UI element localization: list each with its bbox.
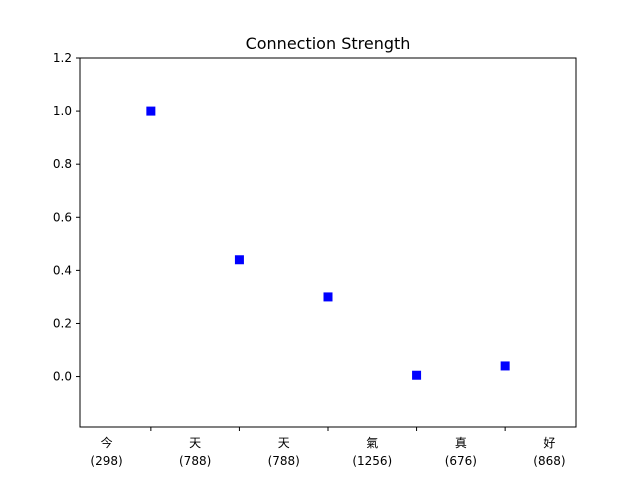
y-tick-label: 0.8 — [53, 157, 72, 171]
y-tick-label: 0.6 — [53, 210, 72, 224]
data-point — [146, 106, 156, 116]
x-tick-label: 氣 — [366, 436, 378, 450]
x-tick-label: 真 — [455, 436, 467, 450]
y-tick-label: 0.4 — [53, 263, 72, 277]
x-axis: 今 (298) 天 (788) 天 (788) 氣 (1256) 真 (676) 好 (868) — [90, 427, 566, 468]
x-tick-label: (868) — [533, 454, 565, 468]
y-tick-label: 0.2 — [53, 316, 72, 330]
x-tick-label: 今 — [101, 435, 113, 450]
x-tick-label: (298) — [90, 454, 122, 468]
plot-frame — [79, 57, 577, 428]
x-tick-label: (676) — [445, 454, 477, 468]
x-tick-label: 天 — [189, 436, 201, 450]
x-tick-label: (1256) — [352, 454, 392, 468]
data-points — [146, 106, 510, 380]
chart-title: Connection Strength — [246, 34, 411, 53]
y-tick-label: 1.0 — [53, 104, 72, 118]
data-point — [500, 361, 510, 371]
data-point — [323, 292, 333, 302]
x-tick-label: 好 — [543, 436, 555, 450]
x-tick-label: (788) — [179, 454, 211, 468]
data-point — [412, 370, 422, 380]
y-axis: 0.0 0.2 0.4 0.6 0.8 1.0 1.2 — [53, 51, 80, 384]
y-tick-label: 1.2 — [53, 51, 72, 65]
data-point — [234, 255, 244, 265]
x-tick-label: 天 — [278, 436, 290, 450]
y-tick-label: 0.0 — [53, 370, 72, 384]
x-tick-label: (788) — [268, 454, 300, 468]
